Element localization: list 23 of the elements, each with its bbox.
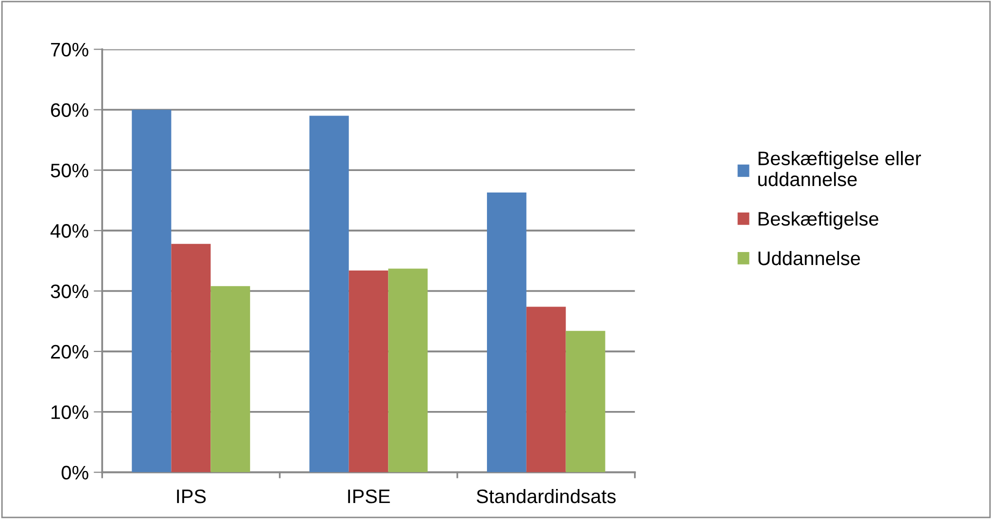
bar xyxy=(486,192,526,472)
x-tick-label: IPS xyxy=(177,489,206,504)
bar xyxy=(526,306,566,472)
y-tick-label: 10% xyxy=(52,405,88,420)
x-tick-label: Standardindsats xyxy=(476,488,616,504)
bar xyxy=(132,110,172,472)
bar xyxy=(348,270,388,472)
legend-label: Beskæftigelse xyxy=(758,211,878,230)
x-tick-label: IPSE xyxy=(348,489,390,504)
legend-label: Beskæftigelse eller uddannelse xyxy=(758,150,922,186)
y-tick-label: 40% xyxy=(50,224,88,238)
y-tick-label: 0% xyxy=(62,466,88,480)
bar xyxy=(388,268,428,472)
y-tick-label: 50% xyxy=(50,164,88,178)
bar xyxy=(309,116,349,472)
y-tick-label: 20% xyxy=(51,344,88,359)
y-tick-label: 30% xyxy=(50,284,88,298)
y-tick-label: 60% xyxy=(51,103,88,117)
bar xyxy=(210,286,250,472)
bar xyxy=(171,244,211,472)
bar xyxy=(566,330,606,472)
y-tick-label: 70% xyxy=(51,42,88,57)
legend-label: Uddannelse xyxy=(758,250,860,266)
